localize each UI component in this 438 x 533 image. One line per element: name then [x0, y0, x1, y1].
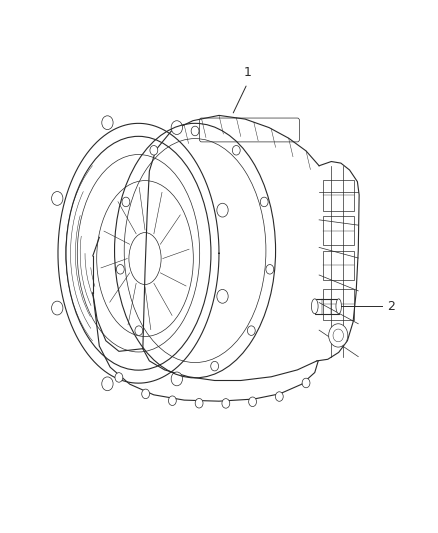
Circle shape [222, 399, 230, 408]
Circle shape [150, 146, 158, 155]
Circle shape [122, 197, 130, 207]
Circle shape [52, 301, 63, 315]
Circle shape [302, 378, 310, 387]
Circle shape [249, 397, 257, 407]
Ellipse shape [311, 299, 318, 314]
Bar [322, 216, 354, 245]
Circle shape [217, 289, 228, 303]
Text: 1: 1 [244, 67, 251, 79]
Circle shape [266, 264, 274, 274]
Bar [322, 289, 354, 319]
Circle shape [276, 392, 283, 401]
Circle shape [328, 324, 348, 347]
Circle shape [211, 361, 219, 371]
Circle shape [260, 197, 268, 207]
Circle shape [191, 126, 199, 136]
Circle shape [217, 203, 228, 217]
Circle shape [135, 326, 143, 335]
Bar [322, 251, 354, 280]
Circle shape [171, 120, 183, 134]
Bar [315, 299, 339, 314]
Circle shape [142, 389, 149, 399]
Circle shape [171, 372, 183, 386]
Circle shape [102, 116, 113, 130]
Text: 2: 2 [387, 300, 395, 313]
Circle shape [247, 326, 255, 335]
Bar [322, 180, 354, 211]
Circle shape [102, 377, 113, 391]
Circle shape [115, 373, 123, 382]
Circle shape [117, 264, 124, 274]
Ellipse shape [336, 299, 342, 314]
Circle shape [233, 146, 240, 155]
Circle shape [169, 396, 176, 406]
Circle shape [195, 399, 203, 408]
Circle shape [52, 191, 63, 205]
